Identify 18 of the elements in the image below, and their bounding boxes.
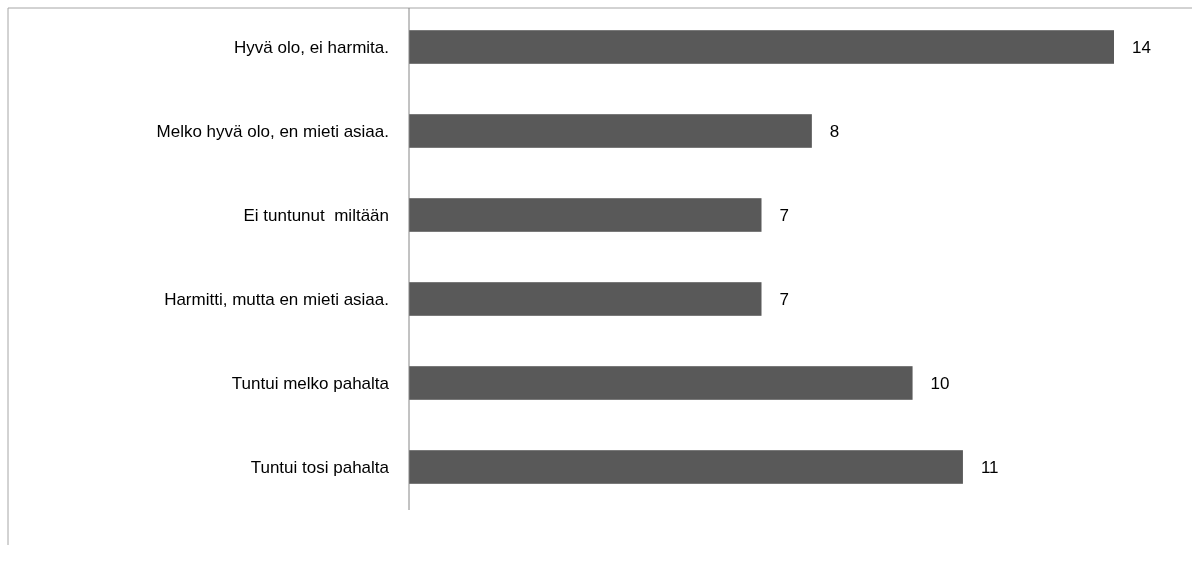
data-label: 10 <box>930 373 950 393</box>
y-tick-label: Melko hyvä olo, en mieti asiaa. <box>156 121 389 141</box>
data-label: 7 <box>779 289 789 309</box>
bar <box>409 30 1114 64</box>
bar <box>409 282 762 316</box>
data-label: 8 <box>829 121 840 141</box>
bar <box>409 198 762 232</box>
bar <box>409 114 812 148</box>
data-label: 7 <box>779 205 789 225</box>
bar <box>409 366 913 400</box>
data-label: 14 <box>1132 37 1151 57</box>
y-tick-label: Hyvä olo, ei harmita. <box>234 37 389 57</box>
y-tick-label: Ei tuntunut miltään <box>243 205 389 225</box>
data-label: 11 <box>980 457 999 477</box>
y-tick-label: Tuntui tosi pahalta <box>250 457 390 477</box>
y-tick-label: Tuntui melko pahalta <box>231 373 390 393</box>
bar <box>409 450 963 484</box>
y-tick-label: Harmitti, mutta en mieti asiaa. <box>164 289 389 309</box>
